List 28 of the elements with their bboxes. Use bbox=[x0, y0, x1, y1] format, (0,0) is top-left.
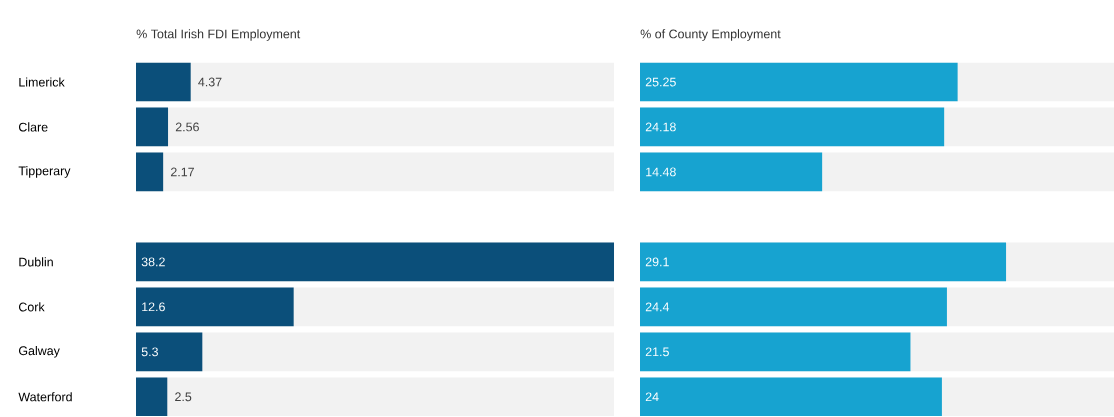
y-tick-label: Galway bbox=[18, 345, 60, 358]
bar bbox=[136, 107, 169, 147]
data-label: 2.56 bbox=[175, 122, 199, 132]
data-label: 21.5 bbox=[645, 347, 669, 357]
bar bbox=[136, 377, 168, 417]
chart-title: % Total Irish FDI Employment bbox=[136, 29, 301, 41]
data-label: 38.2 bbox=[141, 257, 165, 267]
data-label: 24 bbox=[645, 392, 659, 402]
chart-title: % of County Employment bbox=[640, 29, 781, 41]
data-label: 24.18 bbox=[645, 122, 676, 132]
data-label: 4.37 bbox=[198, 77, 222, 87]
data-label: 2.5 bbox=[175, 392, 192, 402]
data-label: 12.6 bbox=[142, 302, 165, 312]
bar bbox=[136, 332, 203, 372]
y-tick-label: Limerick bbox=[19, 77, 65, 87]
y-tick-label: Tipperary bbox=[18, 166, 71, 178]
y-tick-label: Clare bbox=[18, 122, 48, 132]
bar bbox=[136, 62, 191, 102]
data-label: 24.4 bbox=[645, 302, 670, 312]
y-tick-label: Cork bbox=[18, 302, 45, 312]
data-label: 29.1 bbox=[645, 257, 669, 267]
data-label: 5.3 bbox=[141, 347, 158, 357]
y-tick-label: Waterford bbox=[18, 392, 72, 402]
data-label: 14.48 bbox=[646, 167, 676, 177]
y-tick-label: Dublin bbox=[19, 257, 53, 267]
data-label: 25.25 bbox=[645, 77, 676, 87]
bar bbox=[136, 152, 164, 192]
data-label: 2.17 bbox=[170, 167, 194, 177]
